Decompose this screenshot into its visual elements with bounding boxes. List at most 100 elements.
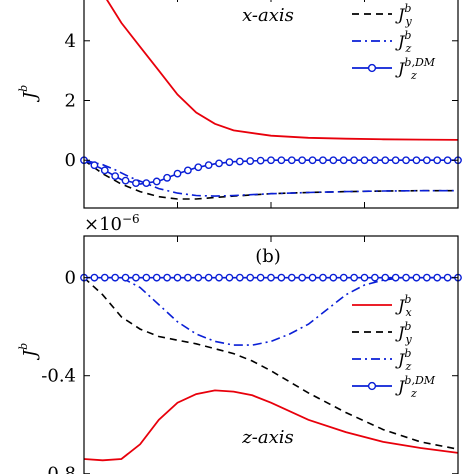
panel-a: 4 2 0 Jb x-axis Jb yJb zJb,DM z [17, 0, 462, 209]
panel-a-series-line [83, 159, 458, 200]
panel-a-series-marker [433, 156, 442, 165]
panel-b-ylabel: Jb [17, 343, 41, 361]
panel-b-ytick-label: -0.8 [41, 464, 76, 474]
panel-a-series-marker [381, 156, 390, 165]
panel-a-series-marker [370, 156, 379, 165]
panel-b-series-marker [412, 273, 421, 282]
panel-b-series-marker [235, 273, 244, 282]
panel-a-series-marker [204, 161, 213, 170]
panel-a-ylabel: Jb [17, 85, 41, 103]
panel-b-ytick-label: -0.4 [41, 366, 76, 387]
panel-a-annotation: x-axis [242, 5, 294, 26]
panel-b-series-marker [277, 273, 286, 282]
panel-a-series-marker [215, 159, 223, 168]
panel-b-series-line [83, 389, 459, 462]
legend-b-label: Jb y [395, 320, 412, 346]
panel-b-series-marker [246, 273, 255, 282]
panel-b-series-marker [422, 273, 431, 282]
panel-a-series-marker [152, 177, 161, 186]
panel-b-series-marker [194, 273, 203, 282]
panel-a-series-marker [412, 156, 421, 165]
panel-b-series-marker [402, 273, 410, 282]
panel-b: 0 -0.4 -0.8 ×10−6 (b) Jb z-axis JbxJbyJbzJ… [17, 212, 462, 474]
panel-b-series-marker [111, 273, 120, 282]
panel-b-series-marker [370, 273, 379, 282]
panel-a-series-marker [350, 156, 359, 165]
panel-b-series-marker [215, 273, 223, 282]
panel-b-series-marker [152, 273, 161, 282]
panel-a-series-marker [443, 156, 452, 165]
panel-a-series-marker [339, 156, 348, 165]
panel-b-series-marker [90, 273, 99, 282]
panel-a-series-marker [360, 156, 369, 165]
panel-b-series-marker [100, 273, 109, 282]
panel-a-legend: Jb yJb zJb,DM z [352, 2, 436, 82]
panel-b-series-marker [339, 273, 348, 282]
panel-a-series-marker [183, 166, 192, 175]
panel-b-series-marker [132, 273, 140, 282]
panel-b-series-marker [173, 273, 182, 282]
panel-a-series-marker [225, 158, 234, 167]
legend-a-swatch-marker [367, 63, 377, 73]
legend-b-label: Jb x [395, 293, 412, 319]
panel-a-series-marker [422, 156, 431, 165]
panel-a-series [80, 0, 462, 200]
panel-b-series-marker [391, 273, 400, 282]
panel-a-series-marker [308, 156, 317, 165]
panel-b-series-marker [298, 273, 307, 282]
panel-b-scale-label: ×10−6 [84, 212, 140, 235]
panel-b-series [80, 273, 462, 462]
panel-b-series-marker [360, 273, 369, 282]
legend-a-label: Jb y [395, 2, 412, 28]
panel-b-series-marker [267, 273, 275, 282]
panel-a-series-marker [163, 173, 172, 182]
panel-b-series-marker [443, 273, 452, 282]
panel-b-series-marker [350, 273, 359, 282]
panel-b-annotation: z-axis [241, 427, 293, 448]
panel-a-series-marker [246, 157, 255, 165]
panel-a-series-marker [287, 156, 296, 165]
panel-a-ticks: 4 2 0 [65, 0, 458, 208]
panel-b-series-marker [225, 273, 234, 282]
panel-b-series-marker [381, 273, 390, 282]
legend-b-swatch-marker [367, 381, 377, 391]
panel-a-series-marker [132, 179, 140, 188]
panel-b-series-marker [433, 273, 442, 282]
panel-a-ytick-label: 2 [65, 91, 76, 112]
legend-a-label: Jb,DM z [395, 56, 436, 82]
panel-b-title: (b) [255, 246, 281, 267]
panel-b-ticks: 0 -0.4 -0.8 [41, 236, 458, 474]
panel-b-series-marker [329, 273, 338, 282]
panel-a-series-marker [391, 156, 400, 165]
panel-a-series-marker [329, 156, 338, 165]
panel-a-ytick-label: 4 [65, 31, 76, 52]
panel-b-series-marker [204, 273, 213, 282]
panel-a-series-marker [256, 156, 265, 165]
panel-a-ytick-label: 0 [65, 150, 76, 171]
panel-b-series-marker [163, 273, 172, 282]
legend-b-label: Jb z [395, 347, 411, 373]
panel-a-series-line [83, 159, 458, 197]
legend-a-label: Jb z [395, 29, 411, 55]
panel-a-series-marker [90, 161, 99, 170]
panel-a-series-marker [121, 176, 130, 185]
panel-b-series-marker [183, 273, 192, 282]
panel-b-series-marker [256, 273, 265, 282]
panel-b-series-marker [142, 273, 151, 282]
panel-a-series-marker [402, 156, 410, 165]
panel-a-series-marker [319, 156, 327, 165]
panel-a-series-marker [100, 166, 109, 175]
panel-b-series-marker [319, 273, 327, 282]
panel-a-series-line [106, 0, 459, 141]
panel-a-series-marker [235, 157, 244, 166]
panel-b-ytick-label: 0 [65, 268, 76, 289]
panel-a-series-marker [173, 169, 182, 178]
panel-b-series-marker [121, 273, 130, 282]
panel-a-series-marker [142, 179, 151, 188]
panel-b-series-marker [287, 273, 296, 282]
panel-a-series-marker [194, 163, 203, 172]
panel-b-series-line [83, 277, 459, 450]
panel-a-series-marker [267, 156, 275, 165]
panel-b-legend: Jb xJb yJb zJb,DM z [352, 293, 436, 400]
